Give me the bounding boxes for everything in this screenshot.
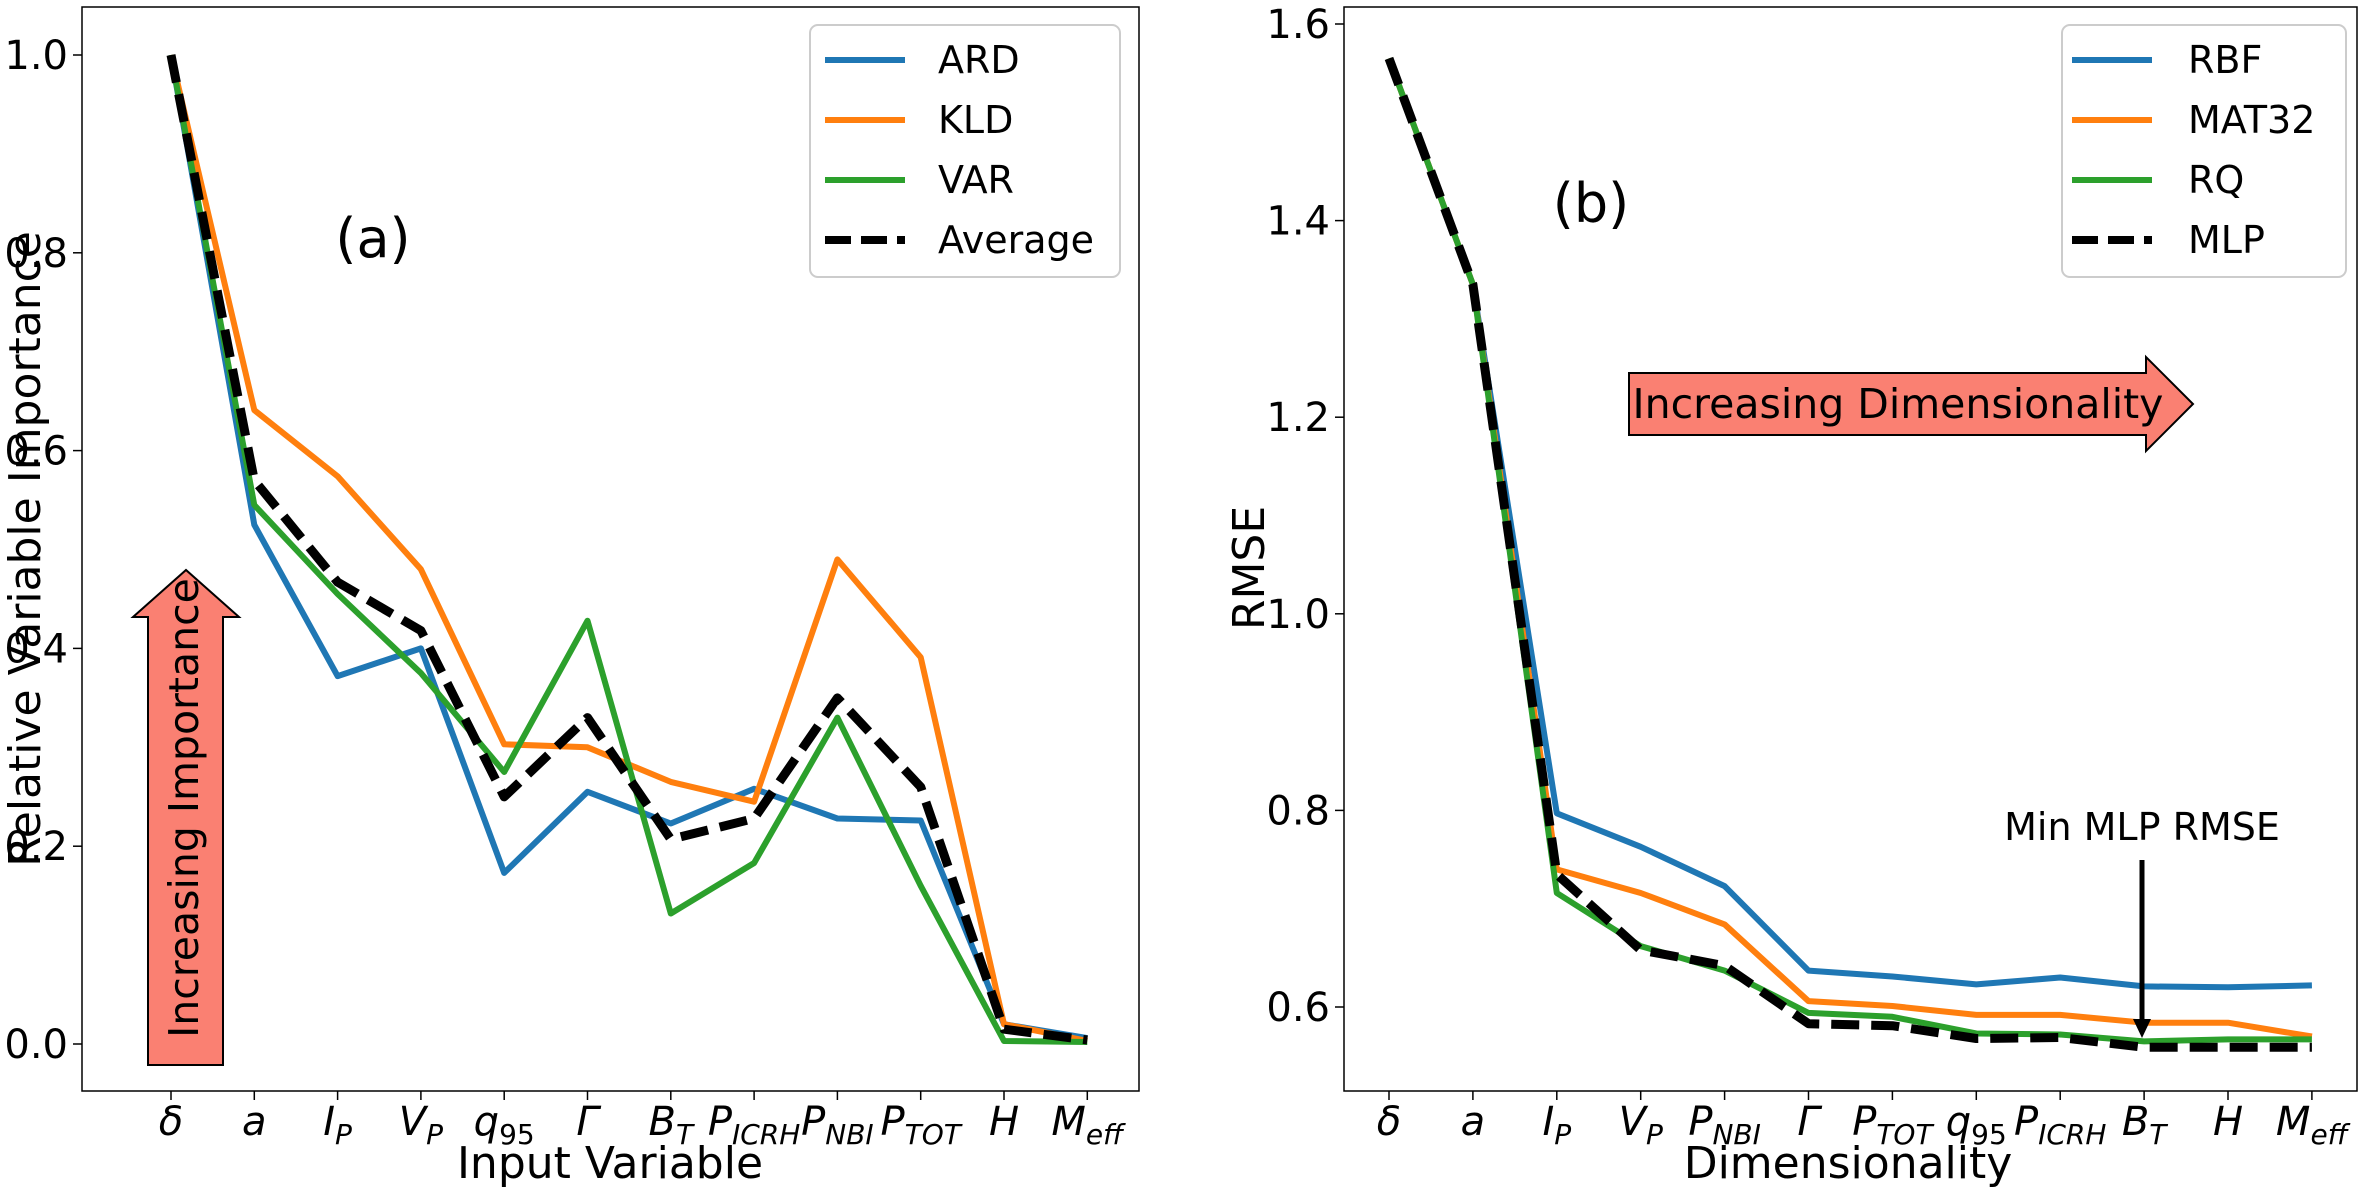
series-line-average — [166, 54, 1088, 1045]
x-tick-label-a: a — [1461, 1099, 1486, 1145]
plot-frame — [81, 6, 1140, 1092]
x-tick-label-q95: q95 — [474, 1099, 535, 1151]
y-tick-label: 1.0 — [4, 33, 68, 79]
legend-label-average: Average — [938, 218, 1094, 262]
legend-label-mlp: MLP — [2188, 218, 2265, 262]
annotation-arrow-head — [2133, 1019, 2151, 1038]
x-tick-label-vp: VP — [399, 1099, 443, 1151]
x-tick-label-: Γ — [1797, 1099, 1822, 1145]
x-tick-label-pnbi: PNBI — [1688, 1099, 1761, 1151]
series-line-rbf — [1386, 57, 2312, 991]
x-tick-label-ip: IP — [323, 1099, 352, 1151]
arrow-label-dimensionality: Increasing Dimensionality — [1633, 380, 2164, 428]
legend-label-rq: RQ — [2188, 158, 2244, 202]
legend: RBF MAT32 RQ MLP — [2061, 24, 2347, 278]
series-line-ard — [168, 54, 1088, 1042]
x-axis-label: Input Variable — [457, 1138, 763, 1189]
annotation-text: Min MLP RMSE — [2004, 805, 2280, 849]
x-axis-label: Dimensionality — [1684, 1138, 2013, 1189]
x-tick-label-ip: IP — [1542, 1099, 1571, 1151]
increasing-dimensionality-arrow: Increasing Dimensionality — [1628, 354, 2195, 454]
y-tick-label: 1.2 — [1266, 395, 1330, 441]
legend-label-mat32: MAT32 — [2188, 98, 2315, 142]
y-tick-label: 1.4 — [1266, 199, 1330, 245]
x-tick-label-pnbi: PNBI — [801, 1099, 874, 1151]
panel-label: (a) — [335, 207, 410, 270]
y-tick-label: 0.8 — [1266, 788, 1330, 834]
x-tick-label-picrh: PICRH — [708, 1099, 800, 1151]
legend-label-var: VAR — [938, 158, 1014, 202]
y-axis-label: Relative Variable Importance — [0, 231, 51, 867]
plot-frame — [1343, 6, 2358, 1092]
y-tick-label: 0.6 — [1266, 985, 1330, 1031]
x-tick-label-h: H — [2213, 1099, 2243, 1145]
y-tick-label: 0.8 — [4, 231, 68, 277]
x-tick-label-meff: Meff — [1051, 1099, 1126, 1151]
panel-a-chart: Increasing Importance 0.0 0.2 0.4 0.6 0.8 1.0… — [0, 6, 1140, 1189]
y-tick-label: 1.0 — [1266, 592, 1330, 638]
y-tick-label: 1.6 — [1266, 2, 1330, 48]
legend: ARD KLD VAR Average — [809, 24, 1121, 278]
y-axis-label: RMSE — [1224, 506, 1275, 630]
increasing-importance-arrow: Increasing Importance — [130, 568, 242, 1066]
y-tick-label: 0.6 — [4, 429, 68, 475]
x-tick-label-ptot: PTOT — [1852, 1099, 1934, 1151]
panel-b-chart: Increasing Dimensionality 0.6 0.8 1.0 1.2 1.… — [1224, 2, 2358, 1189]
arrow-label-importance: Increasing Importance — [160, 578, 208, 1038]
legend-label-kld: KLD — [938, 98, 1013, 142]
y-tick-label: 0.2 — [4, 824, 68, 870]
x-tick-label-meff: Meff — [2276, 1099, 2351, 1151]
series-line-var — [168, 54, 1088, 1045]
x-tick-label-bt: BT — [2122, 1099, 2168, 1151]
x-tick-label-ptot: PTOT — [881, 1099, 963, 1151]
x-tick-label-: δ — [1377, 1099, 1401, 1145]
x-tick-label-a: a — [242, 1099, 267, 1145]
x-tick-label-: Γ — [576, 1099, 601, 1145]
x-tick-label-: δ — [159, 1099, 183, 1145]
panel-label: (b) — [1553, 172, 1629, 235]
legend-label-ard: ARD — [938, 38, 1020, 82]
series-line-mlp — [1384, 56, 2312, 1052]
x-tick-label-bt: BT — [649, 1099, 695, 1151]
x-tick-label-h: H — [989, 1099, 1019, 1145]
min-mlp-rmse-annotation: Min MLP RMSE — [2004, 805, 2280, 1038]
legend-label-rbf: RBF — [2188, 38, 2262, 82]
x-tick-label-picrh: PICRH — [2014, 1099, 2106, 1151]
y-tick-label: 0.0 — [4, 1022, 68, 1068]
y-tick-label: 0.4 — [4, 626, 68, 672]
series-line-rq — [1386, 57, 2312, 1045]
x-tick-label-vp: VP — [1619, 1099, 1663, 1151]
x-tick-label-q95: q95 — [1946, 1099, 2007, 1151]
